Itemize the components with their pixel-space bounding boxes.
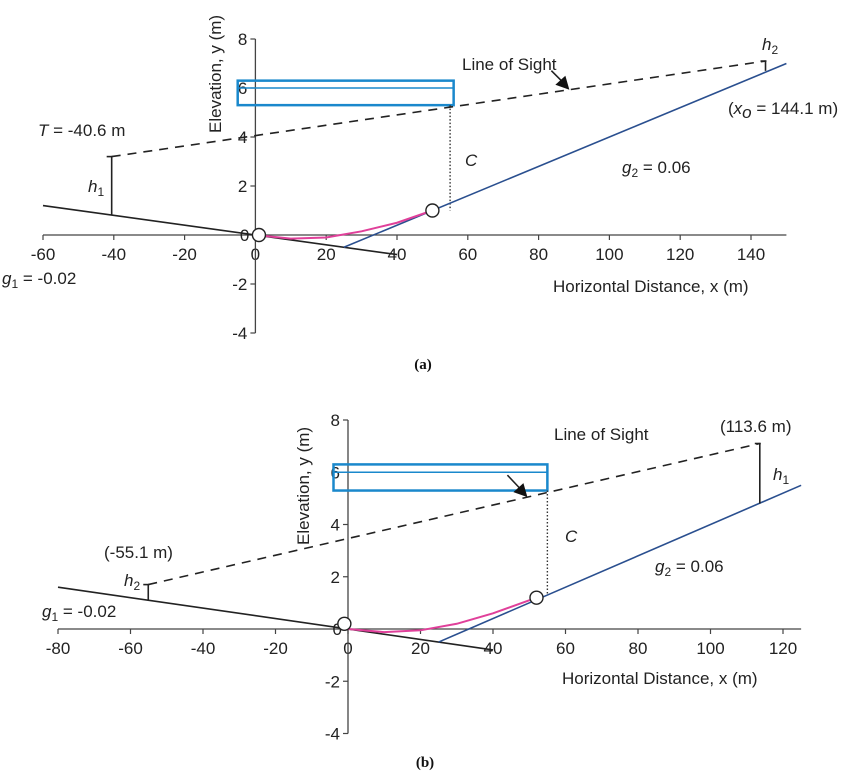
annot-g2-a: g2 = 0.06	[622, 158, 691, 180]
g2-grade-line-series	[438, 484, 802, 643]
x-tick-label: 60	[556, 639, 575, 658]
y-tick-label: -4	[325, 725, 340, 744]
annot-c-b: C	[565, 527, 578, 546]
y-tick-label: 2	[331, 568, 340, 587]
x-tick-label: -40	[102, 245, 127, 264]
x-tick-label: 120	[666, 245, 694, 264]
x-tick-label: 120	[769, 639, 797, 658]
panel-a: -60-40-20020406080100120140-4-224680 Hor…	[2, 15, 838, 373]
annot-h1-b: h1	[773, 465, 789, 487]
annot-h2-a: h2	[762, 35, 778, 57]
marks-b	[57, 442, 802, 651]
annot-g1-a: g1 = -0.02	[2, 269, 76, 291]
g2-grade-line-series	[343, 62, 787, 248]
annot-los-b: Line of Sight	[554, 425, 649, 444]
annot-left-x-b: (-55.1 m)	[104, 543, 173, 562]
marks-a	[42, 60, 787, 256]
structure-box	[332, 463, 549, 492]
y-axis-title-b: Elevation, y (m)	[294, 427, 313, 545]
y-tick-label: -4	[232, 324, 247, 343]
y-tick-label: -2	[325, 672, 340, 691]
g1-grade-line-series	[57, 586, 494, 651]
los-arrow-head	[555, 75, 570, 90]
x-axis-title-b: Horizontal Distance, x (m)	[562, 669, 758, 688]
los-arrow-head	[513, 483, 528, 498]
annot-c-a: C	[465, 151, 478, 170]
annot-right-x-b: (113.6 m)	[720, 417, 792, 436]
curve-start-point	[337, 616, 352, 631]
y-tick-label: 2	[238, 177, 247, 196]
axes-b: -80-60-40-20020406080100120-4-224680	[46, 411, 802, 744]
annot-g1-b: g1 = -0.02	[42, 602, 116, 624]
x-tick-label: 100	[595, 245, 623, 264]
x-tick-label: -80	[46, 639, 71, 658]
structure-box	[236, 79, 455, 107]
x-tick-label: -60	[118, 639, 143, 658]
annot-los-a: Line of Sight	[462, 55, 557, 74]
x-tick-label: 100	[696, 639, 724, 658]
x-tick-label: 20	[317, 245, 336, 264]
panel-b: -80-60-40-20020406080100120-4-224680 Hor…	[42, 411, 802, 771]
x-tick-label: -40	[191, 639, 216, 658]
x-tick-label: 40	[484, 639, 503, 658]
x-tick-label: -20	[172, 245, 197, 264]
x-tick-label: 60	[458, 245, 477, 264]
y-tick-label: 0	[240, 226, 249, 245]
y-tick-label: 4	[331, 516, 340, 535]
annot-t-a: T = -40.6 m	[38, 121, 125, 140]
y-tick-label: 8	[331, 411, 340, 430]
panel-label-a: (a)	[414, 357, 432, 373]
curve-end-point	[529, 590, 544, 605]
annot-h2-b: h2	[124, 571, 140, 593]
x-tick-label: 20	[411, 639, 430, 658]
line-of-sight-series	[148, 442, 760, 586]
panel-label-b: (b)	[416, 755, 434, 771]
x-tick-label: -60	[31, 245, 56, 264]
y-tick-label: 8	[238, 30, 247, 49]
y-tick-label: -2	[232, 275, 247, 294]
annot-h1-a: h1	[88, 177, 104, 199]
x-tick-label: 80	[529, 245, 548, 264]
g1-grade-line-series	[42, 204, 398, 256]
line-of-sight-series	[111, 60, 766, 158]
y-tick-label: 0	[333, 620, 342, 639]
axes-a: -60-40-20020406080100120140-4-224680	[31, 30, 787, 343]
x-tick-label: 80	[629, 639, 648, 658]
annot-g2-b: g2 = 0.06	[655, 557, 724, 579]
annot-xo-a: (xo = 144.1 m)	[728, 99, 838, 122]
x-tick-label: -20	[263, 639, 288, 658]
curve-end-point	[425, 203, 440, 218]
curve-start-point	[251, 227, 267, 243]
vertical-curve-series	[347, 596, 537, 634]
vertical-curve-series	[255, 209, 433, 240]
x-axis-title-a: Horizontal Distance, x (m)	[553, 277, 749, 296]
y-axis-title-a: Elevation, y (m)	[206, 15, 225, 133]
x-tick-label: 140	[737, 245, 765, 264]
